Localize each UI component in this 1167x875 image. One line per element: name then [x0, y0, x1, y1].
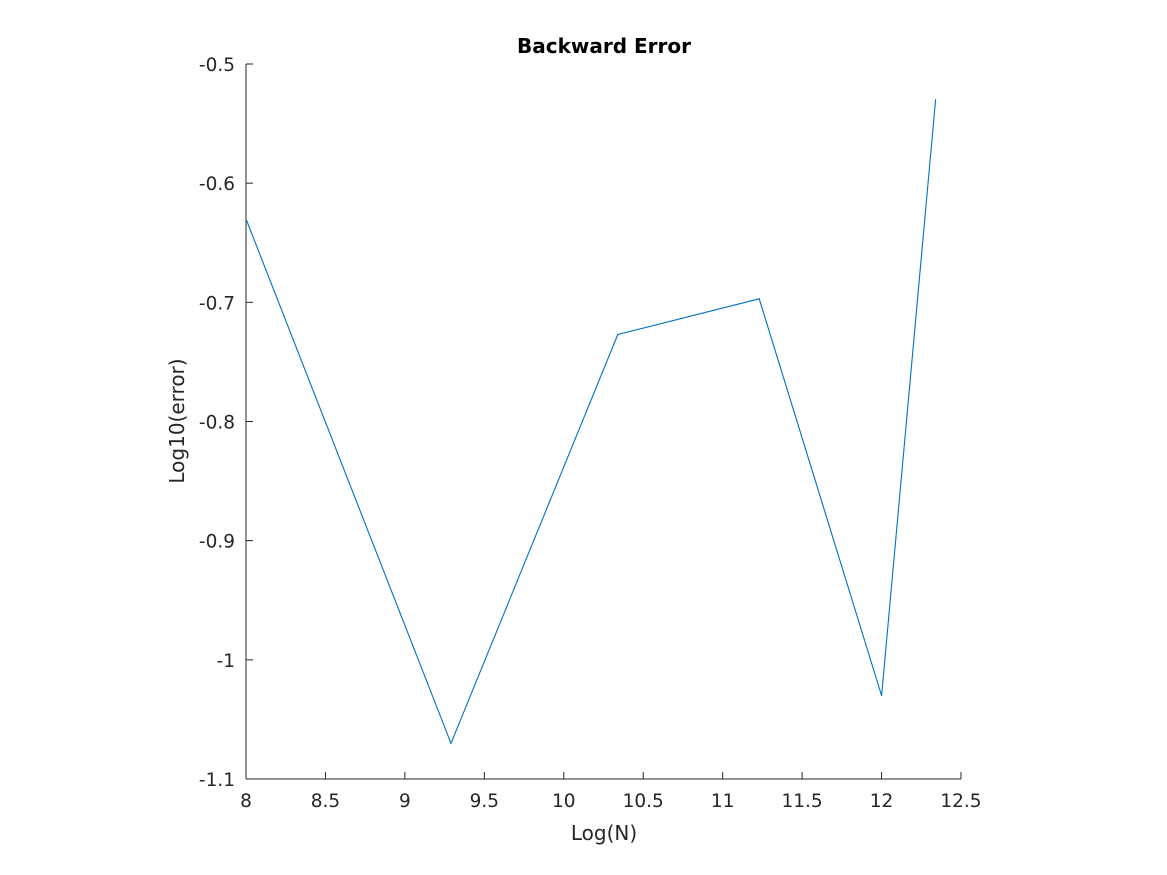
y-tick-label: -1.1 — [199, 770, 235, 791]
y-tick-label: -0.5 — [199, 55, 235, 76]
y-tick-label: -1 — [217, 651, 235, 672]
x-tick-label: 10 — [552, 791, 576, 812]
x-tick-label: 8.5 — [311, 791, 340, 812]
data-point — [617, 333, 619, 336]
series-line — [245, 99, 937, 745]
data-point — [880, 694, 883, 697]
series-layer — [245, 99, 937, 745]
chart-title: Backward Error — [517, 34, 691, 58]
x-tick-label: 8 — [240, 791, 252, 812]
x-tick-label: 11 — [711, 791, 735, 812]
y-tick-label: -0.9 — [199, 532, 235, 553]
x-tick-label: 11.5 — [782, 791, 823, 812]
x-tick-label: 9.5 — [470, 791, 499, 812]
y-tick-label: -0.6 — [199, 174, 235, 195]
x-tick-label: 12.5 — [940, 791, 981, 812]
y-axis-label: Log10(error) — [165, 358, 189, 483]
x-ticks: 8 8.5 9 9.5 10 10.5 11 11.5 12 12.5 — [240, 772, 982, 812]
data-point — [245, 218, 247, 220]
data-point — [758, 298, 760, 300]
data-point — [450, 742, 452, 744]
y-ticks: -0.5 -0.6 -0.7 -0.8 -0.9 -1 -1.1 — [199, 55, 253, 791]
x-axis-label: Log(N) — [571, 821, 637, 845]
y-tick-label: -0.7 — [199, 293, 235, 314]
x-tick-label: 12 — [870, 791, 894, 812]
plot-area: 8 8.5 9 9.5 10 10.5 11 11.5 12 12.5 -0.5-0.6-0.7-… — [199, 55, 982, 812]
x-tick-label: 10.5 — [623, 791, 664, 812]
x-tick-label: 9 — [399, 791, 411, 812]
y-tick-label: -0.8 — [199, 413, 235, 434]
data-point — [934, 99, 937, 101]
